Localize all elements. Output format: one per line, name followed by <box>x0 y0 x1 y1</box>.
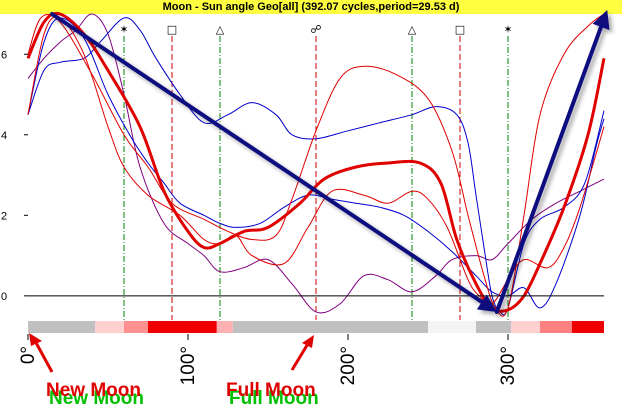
y-tick-label: 2 <box>1 210 7 222</box>
aspect-symbol: ✶ <box>119 23 128 36</box>
aspect-symbol: ✶ <box>503 23 512 36</box>
y-tick-label: 0 <box>1 291 7 303</box>
x-tick-label: 200° <box>338 346 359 385</box>
x-tick-label: 300° <box>498 346 519 385</box>
full-moon-label: Full Moon <box>226 380 316 401</box>
new-moon-label: New Moon <box>46 380 141 401</box>
phase-band-segment <box>428 321 476 333</box>
phase-band-segment <box>95 321 124 333</box>
full-moon-annotation: Full Moon Full Moon <box>226 335 319 409</box>
series-line-red-thick <box>26 11 606 313</box>
x-axis-ticks: 0° 100° 200° 300° <box>18 334 519 385</box>
aspect-symbol: △ <box>408 23 417 36</box>
chart-title: Moon - Sun angle Geo[all] (392.07 cycles… <box>162 1 460 13</box>
new-moon-pointer <box>32 338 54 373</box>
phase-band-segment <box>232 321 428 333</box>
y-tick-label: 6 <box>1 49 7 61</box>
aspect-symbol: △ <box>216 23 225 36</box>
phase-band <box>28 321 604 333</box>
phase-band-segment <box>476 321 512 333</box>
phase-band-segment <box>216 321 233 333</box>
trend-arrow-head <box>592 9 610 30</box>
x-tick-label: 0° <box>18 346 39 364</box>
x-tick-label: 100° <box>178 346 199 385</box>
phase-band-segment <box>511 321 540 333</box>
series-line-red-thin-a <box>27 13 605 317</box>
new-moon-annotation: New Moon New Moon <box>29 333 144 409</box>
new-moon-label-shadow: New Moon <box>49 388 144 409</box>
phase-band-segment <box>572 321 604 333</box>
trend-arrows <box>50 9 610 314</box>
series-line-purple <box>27 13 605 314</box>
new-moon-pointer-head <box>29 333 42 346</box>
full-moon-pointer <box>290 341 311 371</box>
aspect-lines: ✶ □ △ ☍ △ □ ✶ <box>119 23 513 320</box>
aspect-symbol: □ <box>455 23 465 36</box>
aspect-symbol: ☍ <box>310 23 321 36</box>
phase-band-segment <box>124 321 148 333</box>
aspect-symbol: □ <box>167 23 177 36</box>
full-moon-label-shadow: Full Moon <box>229 388 319 409</box>
trend-arrow-shaft <box>50 12 484 304</box>
y-axis-ticks: 0 2 4 6 <box>1 49 28 303</box>
full-moon-pointer-head <box>302 335 314 348</box>
trend-arrow-head <box>476 294 497 312</box>
title-bar <box>0 0 622 14</box>
phase-band-segment <box>540 321 572 333</box>
y-tick-label: 4 <box>1 130 7 142</box>
phase-band-segment <box>28 321 96 333</box>
phase-band-segment <box>148 321 217 333</box>
trend-arrow-shaft <box>494 24 604 314</box>
